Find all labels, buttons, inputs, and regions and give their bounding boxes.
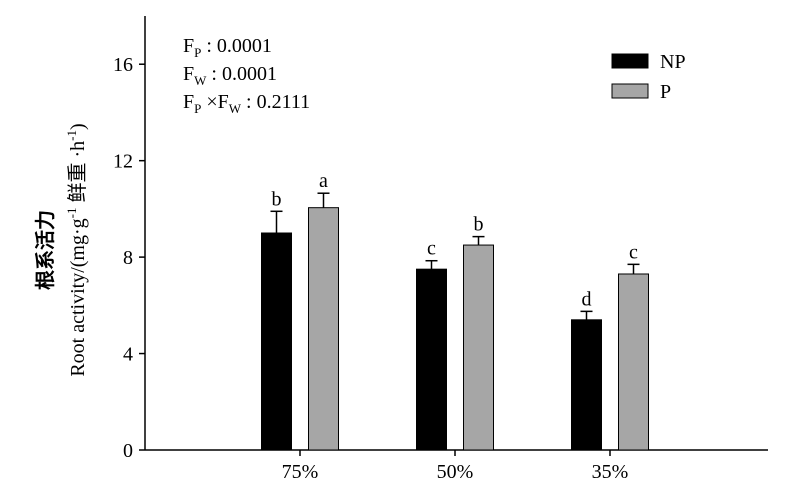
y-tick-label: 12 (113, 151, 133, 173)
y-tick-label: 0 (123, 440, 133, 462)
significance-letter: b (474, 214, 484, 236)
y-tick-label: 16 (113, 54, 133, 76)
legend-label-np: NP (660, 51, 686, 73)
significance-letter: c (629, 241, 638, 263)
bar-np (416, 268, 447, 451)
legend: NP P (611, 51, 686, 103)
y-axis-label-cn: 根系活力 (33, 210, 57, 290)
y-tick-label: 8 (123, 247, 133, 269)
bar-p (463, 244, 494, 451)
significance-letter: b (272, 188, 282, 210)
stat-interaction: FP ×FW : 0.2111 (183, 91, 310, 116)
stats-annotation: FP : 0.0001 FW : 0.0001 FP ×FW : 0.2111 (183, 35, 310, 116)
legend-swatch-np (611, 53, 649, 69)
bar-p (308, 207, 339, 451)
x-tick-label: 50% (437, 461, 474, 483)
x-tick-label: 75% (282, 461, 319, 483)
axes: 0 4 8 12 16 75% 50% 35% (113, 16, 768, 483)
bars: b c d a b c (261, 170, 649, 451)
stat-fw: FW : 0.0001 (183, 63, 277, 88)
significance-letter: a (319, 170, 328, 192)
bar-p (618, 273, 649, 451)
legend-swatch-p (611, 83, 649, 99)
x-tick-label: 35% (592, 461, 629, 483)
stat-fp: FP : 0.0001 (183, 35, 272, 60)
y-tick-label: 4 (123, 344, 133, 366)
bar-np (261, 232, 292, 451)
significance-letter: c (427, 238, 436, 260)
legend-label-p: P (660, 81, 671, 103)
significance-letter: d (582, 288, 592, 310)
y-axis-label-en: Root activity/(mg·g-1 鲜重 ·h-1) (64, 123, 89, 376)
y-axis-label: 根系活力 Root activity/(mg·g-1 鲜重 ·h-1) (33, 123, 89, 376)
bar-np (571, 319, 602, 451)
